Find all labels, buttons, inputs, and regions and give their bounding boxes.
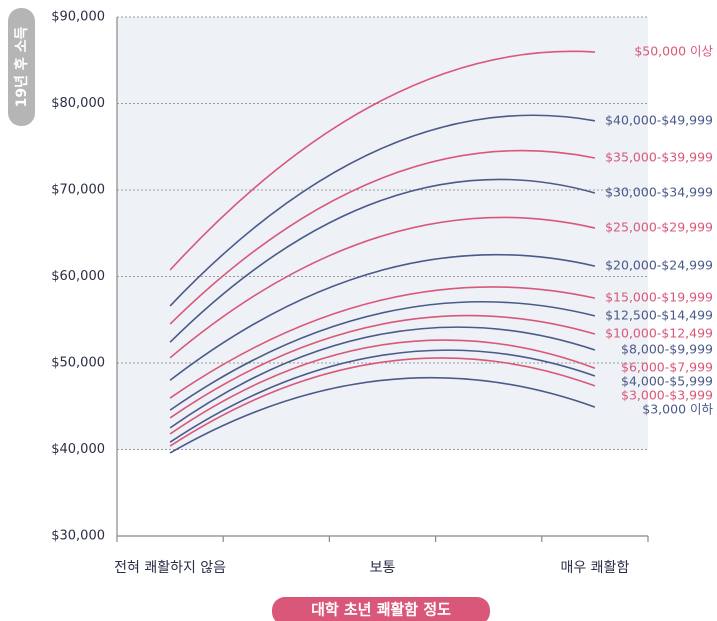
line-series — [169, 178, 596, 343]
series-label: $3,000 이하 — [642, 402, 713, 417]
y-tick-label: $50,000 — [51, 356, 105, 371]
series-label: $12,500-$14,499 — [605, 307, 713, 322]
line-series — [169, 114, 596, 307]
y-tick-label: $40,000 — [51, 442, 105, 457]
series-label: $40,000-$49,999 — [605, 112, 713, 127]
line-series — [169, 314, 596, 419]
line-series — [169, 253, 596, 381]
line-series — [169, 349, 596, 443]
y-tick-label: $70,000 — [51, 183, 105, 198]
line-series — [169, 216, 596, 359]
y-tick-label: $90,000 — [51, 10, 105, 25]
series-label: $3,000-$3,999 — [621, 388, 713, 403]
x-axis-title: 대학 초년 쾌활함 정도 — [311, 601, 451, 619]
y-tick-label: $80,000 — [51, 96, 105, 111]
series-label: $30,000-$34,999 — [605, 185, 713, 200]
y-title-pill — [8, 8, 35, 126]
line-series — [169, 50, 595, 271]
series-label: $25,000-$29,999 — [605, 220, 713, 235]
series-label: $15,000-$19,999 — [605, 290, 713, 305]
x-tick-label: 매우 쾌활함 — [560, 560, 629, 576]
line-series — [169, 376, 596, 454]
series-label: $8,000-$9,999 — [621, 342, 713, 357]
x-tick-label: 전혀 쾌활하지 않음 — [114, 560, 226, 576]
series-label: $35,000-$39,999 — [605, 149, 713, 164]
x-tick-label: 보통 — [370, 560, 396, 576]
line-series — [169, 149, 596, 325]
line-series — [169, 300, 596, 411]
line-series — [169, 326, 596, 429]
y-axis-title: 19년 후 소득 — [14, 27, 30, 108]
series-label: $6,000-$7,999 — [621, 360, 713, 375]
series-label: $50,000 이상 — [634, 44, 713, 59]
x-title-pill — [272, 597, 490, 621]
plot-shade — [117, 17, 648, 450]
y-tick-label: $60,000 — [51, 269, 105, 284]
line-series — [169, 339, 596, 435]
line-series — [169, 286, 596, 399]
series-label: $4,000-$5,999 — [621, 374, 713, 389]
series-label: $20,000-$24,999 — [605, 258, 713, 273]
line-series — [169, 357, 596, 447]
y-tick-label: $30,000 — [51, 529, 105, 544]
series-label: $10,000-$12,499 — [605, 326, 713, 341]
